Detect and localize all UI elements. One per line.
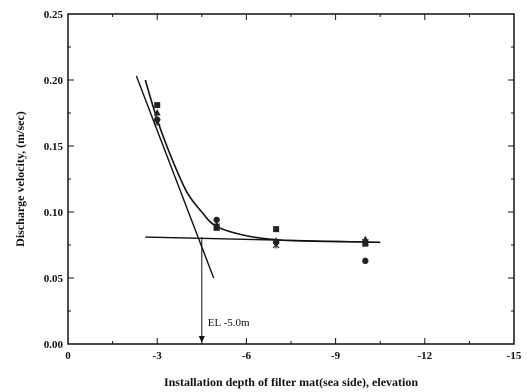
y-tick-label: 0.15 bbox=[44, 141, 64, 153]
marker-cross bbox=[213, 223, 221, 231]
annotation-label: EL -5.0m bbox=[208, 317, 250, 329]
marker-cross bbox=[272, 241, 280, 249]
fit-curve bbox=[144, 79, 381, 244]
y-tick-label: 0.20 bbox=[44, 75, 64, 87]
marker-cross bbox=[153, 118, 161, 126]
x-tick-label: -12 bbox=[417, 350, 432, 362]
annotation-arrow-head bbox=[198, 336, 205, 343]
y-tick-label: 0.25 bbox=[44, 9, 64, 21]
x-axis-title: Installation depth of filter mat(sea sid… bbox=[164, 375, 418, 389]
x-tick-label: 0 bbox=[65, 350, 71, 362]
chart-labels: 0.00 0.05 0.10 0.15 0.20 0.25 0 -3 -6 -9 -12 -15 EL … bbox=[44, 9, 522, 362]
x-tick-label: -6 bbox=[242, 350, 252, 362]
chart-lines bbox=[135, 75, 381, 343]
marker-square bbox=[154, 102, 161, 109]
y-tick-label: 0.10 bbox=[44, 207, 64, 219]
plot-frame bbox=[67, 13, 515, 345]
marker-triangle bbox=[153, 109, 161, 116]
x-tick-label: -3 bbox=[153, 350, 163, 362]
marker-circle bbox=[213, 216, 220, 224]
y-tick-label: 0.05 bbox=[44, 273, 64, 285]
x-tick-label: -15 bbox=[507, 350, 522, 362]
y-axis-title: Discharge velocity, (m/sec) bbox=[13, 111, 27, 247]
y-tick-label: 0.00 bbox=[44, 339, 64, 351]
x-tick-label: -9 bbox=[331, 350, 341, 362]
marker-cross bbox=[361, 238, 369, 246]
asymptote-line bbox=[145, 236, 381, 244]
marker-circle bbox=[362, 257, 369, 265]
marker-triangle bbox=[272, 237, 280, 244]
chart-markers bbox=[153, 102, 369, 265]
tangent-line bbox=[135, 75, 215, 279]
marker-square bbox=[273, 226, 280, 233]
axis-ticks bbox=[67, 13, 515, 345]
